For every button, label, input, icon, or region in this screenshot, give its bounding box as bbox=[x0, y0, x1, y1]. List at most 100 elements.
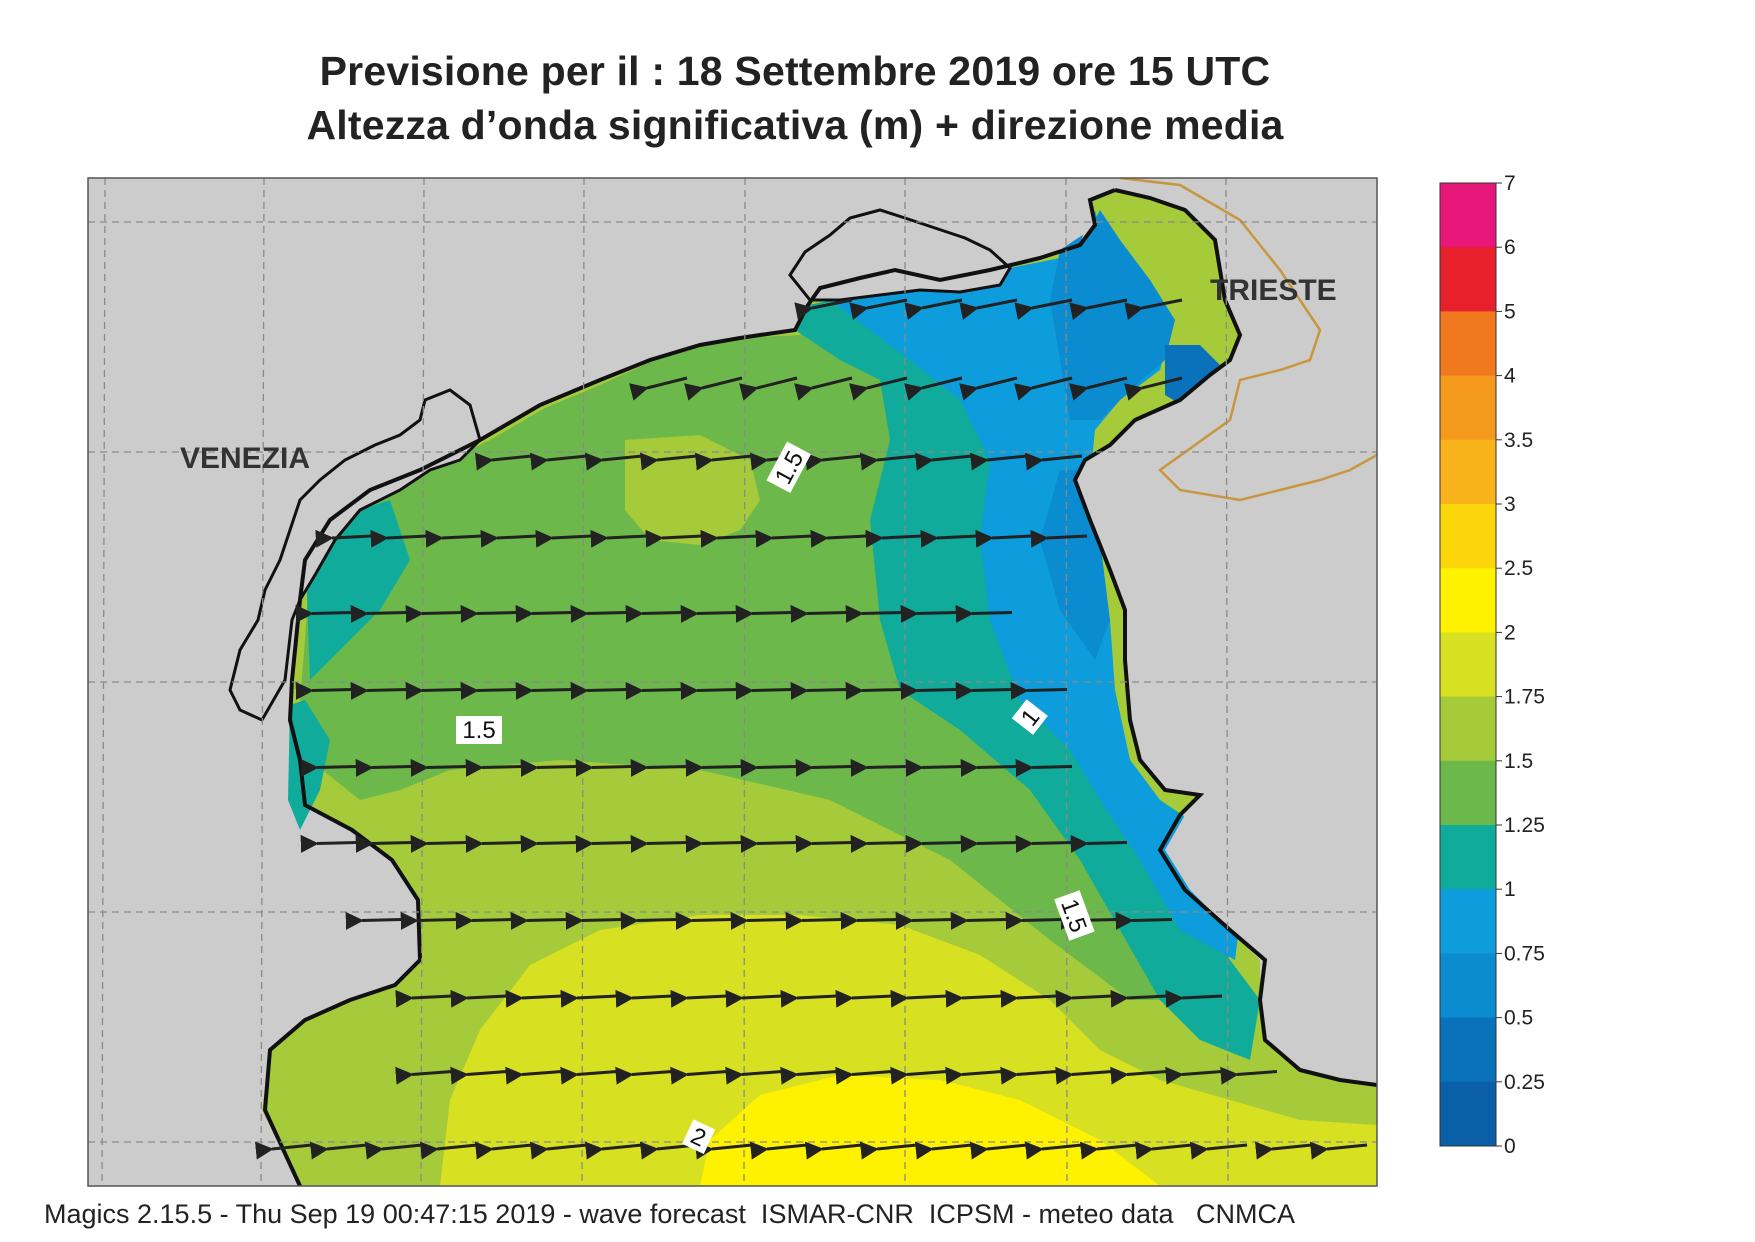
wave-arrow bbox=[1069, 298, 1128, 321]
wave-arrow bbox=[405, 604, 463, 623]
wave-arrow bbox=[670, 1066, 728, 1085]
wave-arrow bbox=[570, 681, 628, 700]
legend-swatch bbox=[1440, 696, 1496, 762]
wave-band-1-25 bbox=[300, 320, 1180, 1000]
wave-arrow bbox=[630, 758, 688, 777]
contour-label-south-two: 2 bbox=[682, 1119, 716, 1154]
wave-arrow bbox=[570, 604, 628, 623]
legend-swatch bbox=[1440, 375, 1496, 441]
wave-arrow bbox=[795, 834, 853, 853]
wave-arrow bbox=[364, 1141, 423, 1160]
wave-arrow bbox=[300, 834, 358, 853]
wave-arrow bbox=[370, 529, 428, 548]
contour-label-north: 1.5 bbox=[766, 441, 811, 494]
wave-arrow bbox=[505, 1066, 563, 1085]
wave-arrow bbox=[865, 529, 923, 548]
wave-arrow bbox=[969, 1141, 1028, 1160]
wave-arrow bbox=[410, 758, 468, 777]
wave-band-2 bbox=[440, 915, 1377, 1186]
wave-arrow bbox=[400, 911, 458, 930]
wave-arrow bbox=[945, 1066, 1003, 1085]
wave-arrow bbox=[975, 529, 1033, 548]
map-frame bbox=[87, 177, 1378, 1187]
contour-label-west: 1.5 bbox=[456, 716, 502, 744]
legend-colorbar: 7 6 5 4 3.5 3 2.5 2 1.75 1.5 1.25 1 0.75 0.5 0.25 0 bbox=[1439, 172, 1545, 1158]
wave-arrow bbox=[1070, 834, 1128, 853]
wave-arrow bbox=[1124, 376, 1183, 401]
wave-arrow bbox=[725, 1066, 783, 1085]
wave-arrow bbox=[1254, 1141, 1313, 1160]
wave-arrow bbox=[914, 1141, 973, 1160]
wave-arrow bbox=[740, 758, 798, 777]
wave-arrow bbox=[480, 529, 538, 548]
forecast-date-title: Previsione per il : 18 Settembre 2019 or… bbox=[319, 48, 1271, 94]
wave-arrow bbox=[735, 604, 793, 623]
wave-arrow bbox=[955, 604, 1013, 623]
wave-arrow bbox=[725, 989, 783, 1008]
wave-arrow bbox=[780, 1066, 838, 1085]
wave-arrow bbox=[515, 681, 573, 700]
wave-arrow bbox=[790, 604, 848, 623]
footer-credit: Magics 2.15.5 - Thu Sep 19 00:47:15 2019… bbox=[44, 1199, 1296, 1229]
wave-arrow bbox=[804, 452, 863, 471]
wave-arrow bbox=[460, 681, 518, 700]
wave-arrow bbox=[535, 529, 593, 548]
legend-swatch bbox=[1440, 504, 1496, 569]
legend-swatch bbox=[1440, 825, 1496, 890]
wave-arrow bbox=[790, 681, 848, 700]
wave-arrow bbox=[1000, 989, 1058, 1008]
wave-arrow bbox=[960, 758, 1018, 777]
wave-arrow bbox=[700, 529, 758, 548]
wave-arrow bbox=[675, 911, 733, 930]
wave-arrow bbox=[630, 834, 688, 853]
legend-tick-label: 2.5 bbox=[1504, 557, 1533, 580]
wave-arrow bbox=[520, 834, 578, 853]
wave-arrow bbox=[615, 989, 673, 1008]
wave-arrow bbox=[639, 452, 698, 471]
legend-swatch bbox=[1440, 247, 1496, 312]
wave-arrow bbox=[810, 529, 868, 548]
legend-tick-label: 0.75 bbox=[1504, 942, 1545, 965]
wave-direction-arrows bbox=[254, 298, 1368, 1160]
legend-tick-label: 5 bbox=[1504, 300, 1516, 323]
wave-arrow bbox=[1124, 298, 1183, 321]
wave-arrow bbox=[900, 681, 958, 700]
wave-arrow bbox=[959, 376, 1018, 401]
wave-arrow bbox=[584, 1141, 643, 1160]
wave-arrow bbox=[629, 376, 688, 401]
legend-swatch bbox=[1440, 311, 1496, 377]
wave-arrow bbox=[474, 1141, 533, 1160]
wave-arrow bbox=[465, 758, 523, 777]
wave-arrow bbox=[355, 758, 413, 777]
legend-tick-label: 3.5 bbox=[1504, 429, 1533, 452]
wave-arrow bbox=[590, 529, 648, 548]
wave-arrow bbox=[410, 834, 468, 853]
wave-arrow bbox=[1015, 758, 1073, 777]
wave-arrow bbox=[1165, 1066, 1223, 1085]
wave-arrow bbox=[749, 1141, 808, 1160]
wave-arrow bbox=[914, 452, 973, 471]
wave-arrow bbox=[620, 911, 678, 930]
wave-arrow bbox=[1014, 298, 1073, 321]
legend-tick-label: 1 bbox=[1504, 878, 1516, 901]
wave-arrow bbox=[529, 452, 588, 471]
wave-arrow bbox=[575, 758, 633, 777]
wave-arrow bbox=[1110, 1066, 1168, 1085]
wave-arrow bbox=[625, 604, 683, 623]
legend-tick-label: 2 bbox=[1504, 621, 1516, 644]
wave-arrow bbox=[1079, 1141, 1138, 1160]
wave-arrow bbox=[405, 681, 463, 700]
legend-swatch bbox=[1440, 953, 1496, 1019]
wave-arrow bbox=[565, 911, 623, 930]
wave-arrow bbox=[1110, 989, 1168, 1008]
place-label-venezia: VENEZIA bbox=[180, 442, 310, 475]
wave-arrow bbox=[560, 1066, 618, 1085]
wave-arrow bbox=[850, 834, 908, 853]
legend-tick-label: 7 bbox=[1504, 172, 1516, 195]
wave-arrow bbox=[1134, 1141, 1193, 1160]
wave-arrow bbox=[694, 452, 753, 471]
legend-swatch bbox=[1440, 760, 1496, 826]
legend-swatch bbox=[1440, 1081, 1496, 1147]
wave-arrow bbox=[685, 834, 743, 853]
legend-swatch bbox=[1440, 183, 1496, 248]
